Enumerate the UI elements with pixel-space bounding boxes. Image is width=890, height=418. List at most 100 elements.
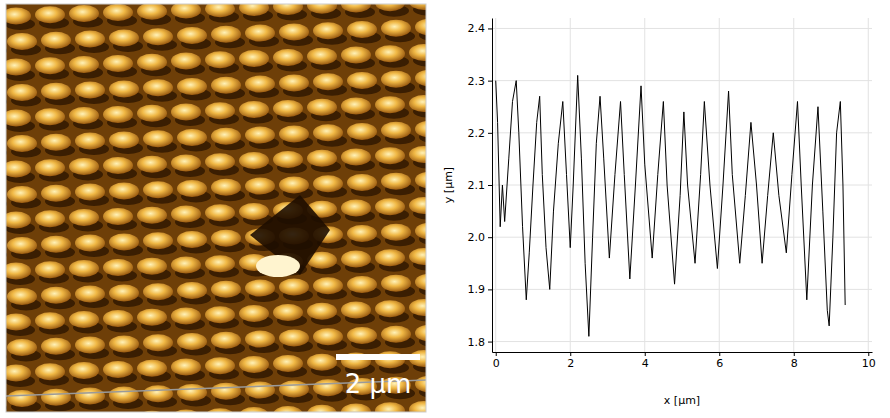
afm-bump	[6, 212, 31, 229]
afm-bump	[381, 20, 411, 37]
afm-bump	[211, 179, 241, 196]
afm-bump	[381, 71, 411, 88]
afm-bump	[341, 98, 371, 115]
afm-bump	[109, 29, 139, 46]
afm-bump	[109, 80, 139, 97]
scale-bar-label: 2 µm	[345, 369, 412, 399]
afm-bump	[137, 309, 167, 326]
afm-bump	[41, 32, 71, 49]
afm-bump	[409, 95, 426, 112]
afm-bump	[6, 161, 31, 178]
afm-bump	[171, 257, 201, 274]
afm-bump	[239, 50, 269, 67]
grid-line-y	[492, 28, 872, 29]
afm-bump	[381, 326, 411, 343]
tick-mark	[488, 185, 492, 186]
afm-bump	[205, 153, 235, 170]
afm-bump	[103, 361, 133, 378]
afm-bump	[409, 146, 426, 163]
afm-bump	[409, 4, 426, 10]
afm-bump	[409, 401, 426, 412]
tick-label: 2.1	[468, 179, 486, 192]
afm-bump	[239, 203, 269, 220]
afm-bump	[103, 157, 133, 174]
afm-bump	[205, 204, 235, 221]
afm-bump	[177, 180, 207, 197]
afm-bump	[211, 128, 241, 145]
afm-bump	[35, 363, 65, 380]
image-frame	[6, 4, 426, 412]
tick: 2.2	[468, 127, 493, 140]
afm-bump	[279, 176, 309, 193]
afm-bump	[6, 8, 31, 25]
afm-bump	[313, 379, 343, 396]
afm-bump	[341, 149, 371, 166]
afm-bump	[171, 206, 201, 223]
afm-bump	[375, 300, 405, 317]
afm-bump	[6, 110, 31, 127]
profile-chart: 02468101.81.92.02.12.22.32.4x [µm]y [µm]	[442, 18, 876, 407]
x-axis-title: x [µm]	[664, 394, 700, 407]
afm-bump	[415, 172, 426, 189]
tick-mark	[488, 81, 492, 82]
afm-bump	[7, 237, 37, 254]
afm-bump	[347, 225, 377, 242]
afm-bump	[143, 79, 173, 96]
afm-bump	[245, 331, 275, 348]
afm-bump	[41, 287, 71, 304]
afm-bump	[103, 55, 133, 72]
afm-bump	[171, 308, 201, 325]
tick-label: 6	[716, 357, 723, 370]
afm-defect-bright	[256, 255, 300, 277]
afm-bump	[239, 407, 269, 412]
afm-bump	[69, 311, 99, 328]
afm-bump	[103, 4, 133, 21]
afm-bump	[205, 357, 235, 374]
afm-bump	[245, 178, 275, 195]
tick-mark	[868, 352, 869, 356]
afm-bump	[307, 4, 337, 14]
afm-bump	[313, 73, 343, 90]
afm-bump	[211, 281, 241, 298]
tick-label: 1.9	[468, 283, 486, 296]
afm-bump	[171, 155, 201, 172]
afm-bump	[6, 314, 31, 331]
afm-bump	[7, 33, 37, 50]
afm-bump	[177, 78, 207, 95]
afm-bump	[177, 129, 207, 146]
afm-bump	[109, 335, 139, 352]
afm-bump	[205, 102, 235, 119]
afm-bump	[75, 31, 105, 48]
tick-label: 10	[862, 357, 876, 370]
afm-bump	[375, 249, 405, 266]
tick: 0	[493, 352, 500, 370]
afm-bump	[375, 4, 405, 11]
tick: 2.3	[468, 75, 493, 88]
afm-bump	[35, 57, 65, 74]
afm-bump	[137, 54, 167, 71]
afm-bump	[143, 130, 173, 147]
afm-bump	[143, 334, 173, 351]
afm-bump	[103, 310, 133, 327]
tick: 8	[791, 352, 798, 370]
afm-background	[6, 4, 426, 412]
afm-bump	[109, 233, 139, 250]
afm-bump	[347, 21, 377, 38]
afm-bump	[177, 27, 207, 44]
afm-bump	[375, 198, 405, 215]
tick-mark	[488, 289, 492, 290]
afm-bump	[341, 47, 371, 64]
afm-bump	[245, 25, 275, 42]
tick: 10	[862, 352, 876, 370]
afm-bump	[381, 224, 411, 241]
afm-bump	[313, 22, 343, 39]
afm-bump	[6, 365, 31, 382]
afm-bump	[239, 356, 269, 373]
tick: 2.1	[468, 179, 493, 192]
scale-bar	[336, 354, 420, 360]
afm-bump	[347, 276, 377, 293]
afm-bump	[103, 208, 133, 225]
afm-bump	[307, 303, 337, 320]
grid-line-y	[492, 341, 872, 342]
afm-bump	[409, 299, 426, 316]
